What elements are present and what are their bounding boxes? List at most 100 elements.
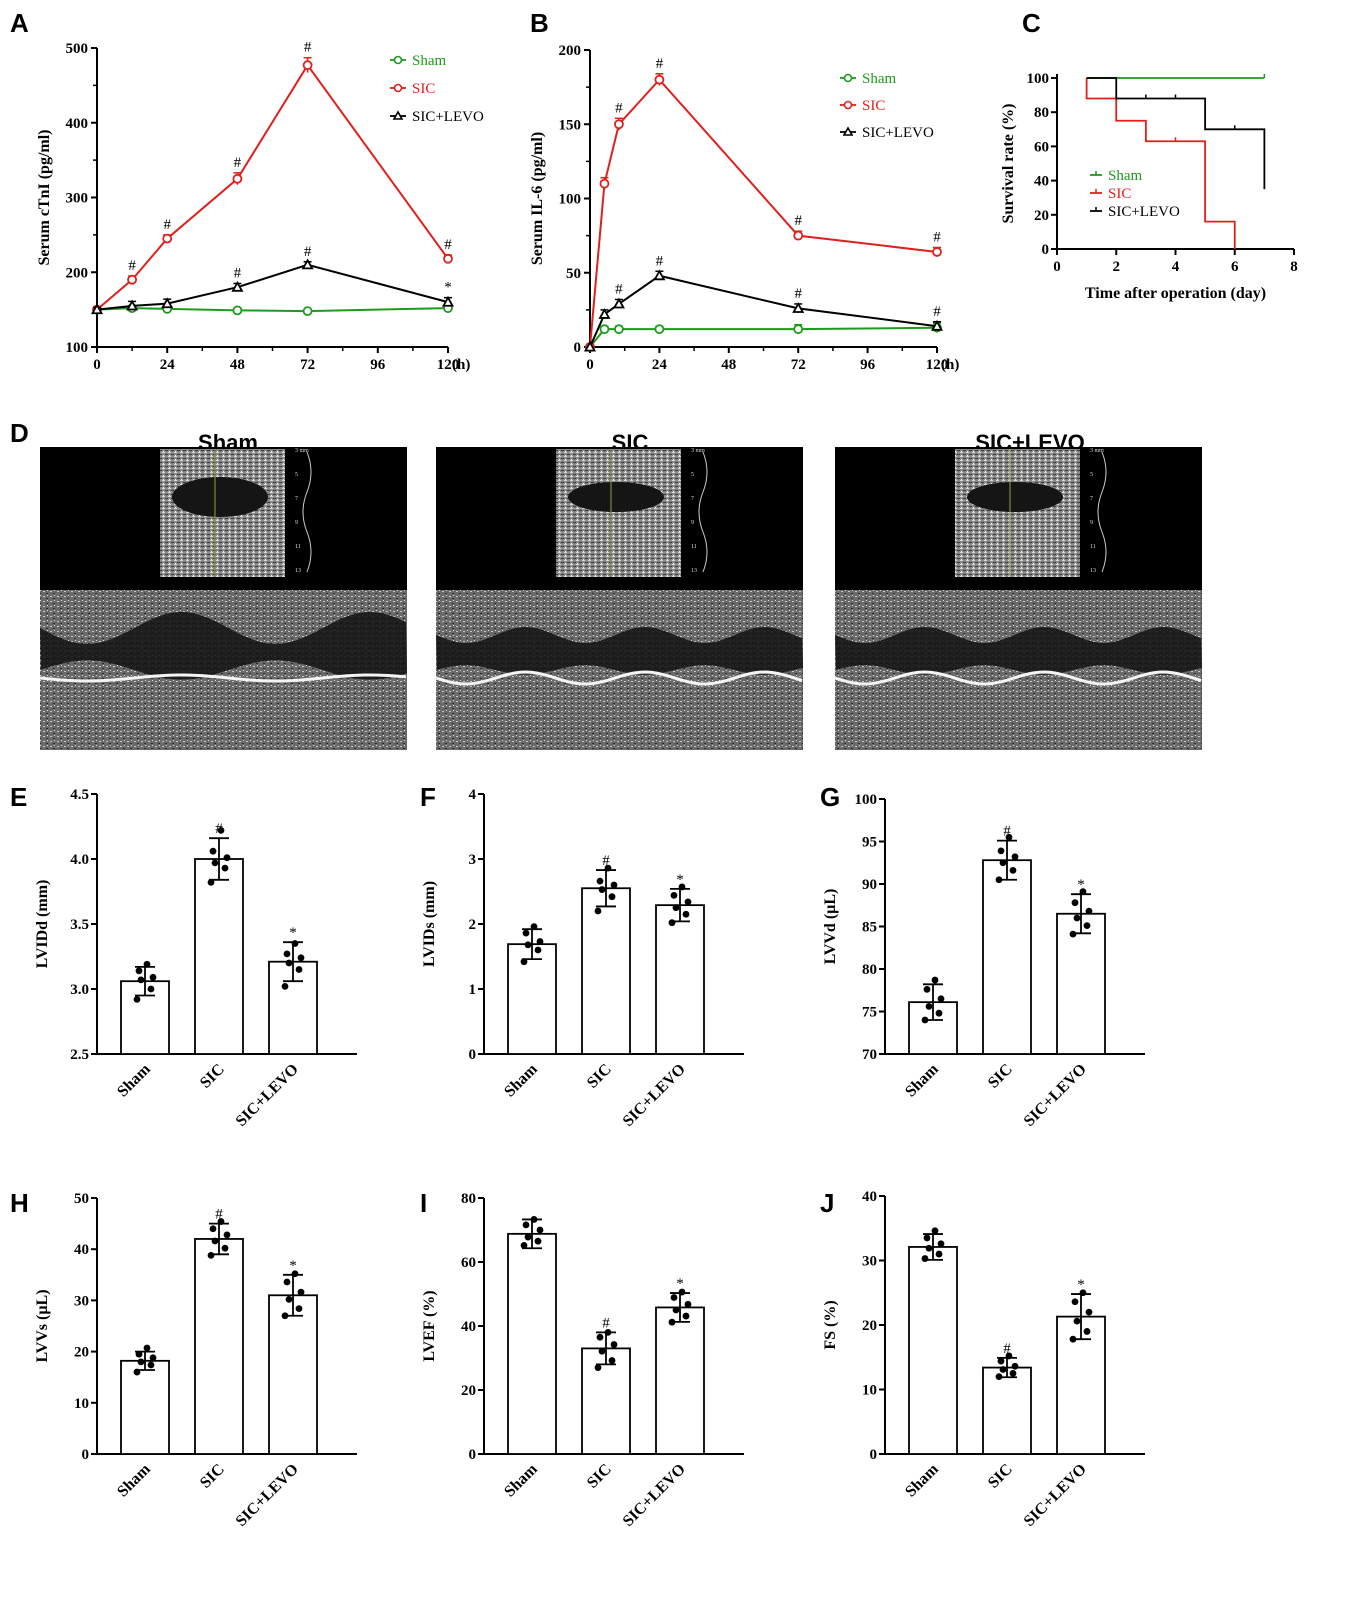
echo-depth-label: 13 — [295, 568, 301, 574]
echo-depth-label: 13 — [691, 568, 697, 574]
category-label: SIC — [197, 1061, 228, 1092]
data-point — [1069, 930, 1077, 938]
y-tick-label: 400 — [66, 116, 89, 132]
echo-depth-label: 9 — [1090, 520, 1093, 526]
y-tick-label: 90 — [862, 877, 877, 893]
data-point — [301, 258, 314, 270]
echo-ecg-trace — [698, 451, 708, 573]
data-point — [285, 1295, 293, 1303]
data-point — [599, 178, 610, 189]
bar-sic — [194, 858, 244, 1055]
data-point — [997, 847, 1005, 855]
y-axis-title: LVVs (µL) — [34, 1289, 51, 1362]
data-point — [520, 1241, 528, 1249]
bar-sic — [581, 887, 631, 1055]
panel-letter-j: J — [820, 1188, 834, 1218]
data-point — [792, 302, 805, 313]
data-point — [610, 1341, 618, 1348]
data-point — [598, 886, 606, 893]
data-point — [281, 1312, 289, 1320]
legend-label: Sham — [862, 71, 897, 87]
legend-marker — [393, 55, 403, 65]
data-point — [925, 1244, 933, 1252]
data-point — [285, 959, 293, 967]
x-axis-unit: (h) — [452, 357, 470, 373]
echo-depth-label: 11 — [1090, 544, 1096, 550]
chart-lvef: 0 20 40 60 80 LVEF (%) Sham # SIC * SIC+LEVO — [421, 1191, 744, 1530]
data-point — [583, 340, 597, 352]
y-tick-label: 2.5 — [70, 1047, 89, 1063]
data-point — [997, 1357, 1005, 1365]
significance-mark: * — [1077, 877, 1085, 893]
echo-depth-label: 7 — [295, 496, 298, 502]
data-point — [612, 297, 625, 309]
category-label: Sham — [501, 1460, 541, 1500]
data-point — [295, 1305, 303, 1312]
y-tick-label: 20 — [74, 1345, 89, 1361]
y-tick-label: 100 — [66, 340, 89, 356]
panel-letter-b: B — [530, 8, 549, 38]
data-point — [923, 1234, 931, 1242]
x-tick-label: 96 — [370, 357, 386, 373]
significance-mark: # — [656, 56, 664, 72]
category-label: SIC+LEVO — [1021, 1061, 1090, 1130]
data-point — [534, 946, 542, 954]
data-point — [126, 299, 139, 311]
data-point — [127, 274, 138, 285]
y-tick-label: 40 — [862, 1189, 877, 1205]
y-axis-title: LVIDs (mm) — [421, 881, 438, 967]
data-point — [654, 74, 665, 85]
significance-mark: # — [304, 244, 312, 260]
data-point — [684, 898, 692, 906]
data-point — [935, 1009, 943, 1017]
chart-survival: 0 20 40 60 80 100 0 2 4 6 8 Time after operation (d… — [1000, 71, 1298, 302]
survival-curve-sic — [1085, 78, 1236, 249]
y-tick-label: 20 — [1034, 208, 1049, 224]
data-point — [147, 985, 155, 993]
data-point — [223, 1231, 231, 1239]
y-tick-label: 40 — [1034, 174, 1049, 190]
significance-mark: # — [1003, 1341, 1011, 1357]
data-point — [931, 1227, 939, 1235]
data-point — [291, 940, 299, 947]
echo-ecg-trace — [1097, 451, 1107, 573]
category-label: SIC+LEVO — [620, 1061, 689, 1130]
panel-letter-c: C — [1022, 8, 1041, 38]
data-point — [221, 1244, 229, 1252]
legend-marker — [392, 110, 404, 120]
data-point — [217, 827, 225, 834]
y-tick-label: 3 — [469, 852, 477, 868]
y-tick-label: 0 — [1042, 242, 1050, 258]
chart-lvvd: 70 75 80 85 90 95 100 LVVd (µL) Sham # SIC * SIC+LEV… — [822, 792, 1145, 1130]
x-tick-label: 8 — [1290, 259, 1298, 275]
data-point — [530, 923, 538, 930]
significance-mark: * — [676, 872, 684, 888]
data-point — [1011, 1362, 1019, 1370]
data-point — [223, 854, 231, 862]
bar-sic-levo — [1056, 912, 1106, 1055]
bar-sham — [120, 1359, 170, 1455]
data-point — [925, 1003, 933, 1010]
data-point — [995, 876, 1003, 884]
bar-sic — [581, 1347, 631, 1455]
series-line-sham — [589, 326, 938, 348]
bar-sic-levo — [268, 1294, 318, 1455]
data-point — [1083, 1328, 1091, 1335]
echo-mmode-cavity — [436, 627, 803, 675]
significance-mark: # — [215, 1207, 223, 1223]
data-point — [937, 995, 945, 1003]
y-tick-label: 20 — [862, 1318, 877, 1334]
category-label: Sham — [114, 1060, 154, 1100]
data-point — [596, 1333, 604, 1341]
x-tick-label: 48 — [230, 357, 245, 373]
chart-fs: 0 10 20 30 40 FS (%) Sham # SIC * SIC+LEVO — [822, 1189, 1145, 1530]
data-point — [1079, 1289, 1087, 1297]
data-point — [931, 976, 939, 984]
chart-lvvs: 0 10 20 30 40 50 LVVs (µL) Sham # SIC * SIC+LEVO — [34, 1191, 357, 1530]
significance-mark: # — [128, 258, 136, 274]
data-point — [530, 1216, 538, 1223]
y-tick-label: 200 — [66, 265, 89, 281]
significance-mark: # — [933, 230, 941, 246]
panel-letter-d: D — [10, 418, 29, 448]
x-axis-title: Time after operation (day) — [1085, 285, 1266, 302]
